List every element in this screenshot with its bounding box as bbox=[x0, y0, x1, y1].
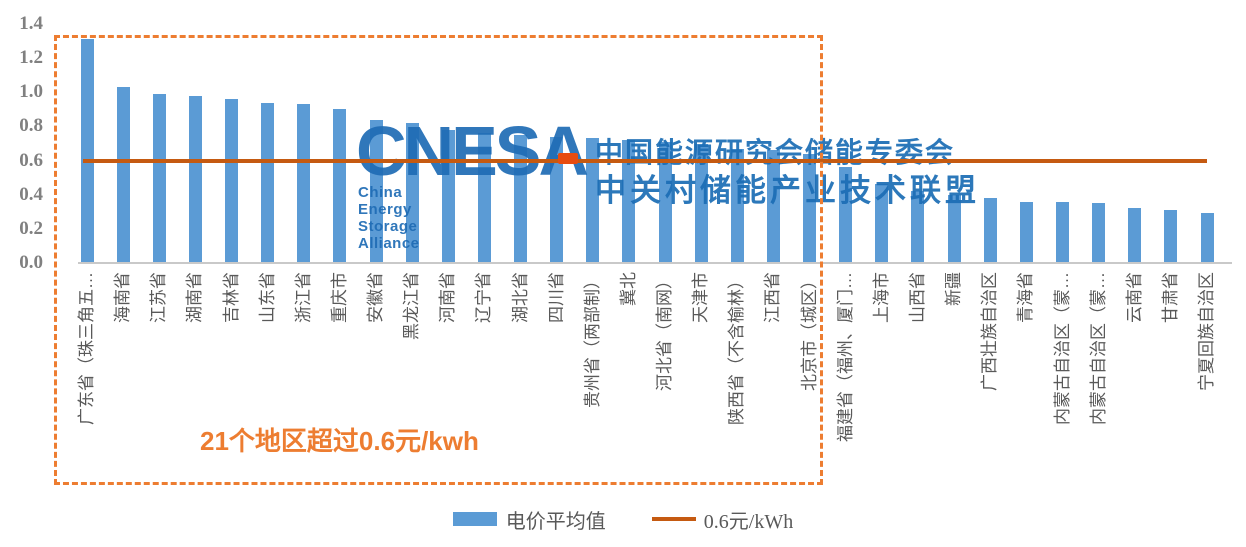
x-axis-label: 甘肃省 bbox=[1160, 272, 1180, 323]
bar bbox=[188, 95, 202, 263]
bar bbox=[477, 133, 491, 263]
threshold-line bbox=[83, 158, 1207, 163]
bar bbox=[116, 87, 130, 263]
bar bbox=[550, 136, 564, 263]
bar bbox=[80, 39, 94, 263]
logo-accent-mark bbox=[558, 153, 578, 164]
bar bbox=[766, 150, 780, 263]
bar bbox=[1092, 203, 1106, 263]
cnesa-logo-text: CNESA bbox=[356, 112, 589, 190]
x-axis-label: 广西壮族自治区 bbox=[980, 272, 1000, 391]
y-axis-tick-label: 0.4 bbox=[19, 183, 43, 205]
x-axis-label: 宁夏回族自治区 bbox=[1197, 272, 1217, 391]
bar bbox=[333, 109, 347, 263]
bar bbox=[405, 123, 419, 263]
bar bbox=[694, 143, 708, 263]
bar bbox=[1056, 201, 1069, 263]
y-axis-tick-label: 1.4 bbox=[19, 13, 43, 35]
bar bbox=[586, 138, 600, 263]
x-axis-label: 内蒙古自治区（蒙… bbox=[1052, 272, 1072, 425]
bar bbox=[1164, 210, 1178, 263]
legend-bar-label: 电价平均值 bbox=[505, 510, 606, 533]
bar bbox=[297, 104, 311, 263]
highlight-box bbox=[54, 35, 823, 485]
y-axis-tick-label: 0.8 bbox=[19, 115, 43, 137]
bar bbox=[152, 94, 166, 263]
bar bbox=[730, 148, 744, 263]
x-axis-label: 内蒙古自治区（蒙… bbox=[1088, 272, 1108, 425]
x-axis-label: 云南省 bbox=[1124, 272, 1144, 323]
watermark-line2: 中关村储能产业技术联盟 bbox=[595, 173, 980, 208]
bar bbox=[622, 140, 636, 263]
y-axis-tick-label: 1.2 bbox=[19, 47, 43, 69]
bar bbox=[514, 134, 528, 263]
x-axis-label: 福建省（福州、厦门… bbox=[835, 272, 855, 442]
bar bbox=[658, 141, 672, 263]
y-axis-tick-label: 1.0 bbox=[19, 81, 43, 103]
x-axis-label: 上海市 bbox=[871, 272, 891, 323]
bar bbox=[911, 191, 925, 263]
x-axis-line bbox=[78, 262, 1232, 264]
bar bbox=[1019, 201, 1033, 263]
legend-bar-swatch bbox=[452, 512, 497, 526]
cnesa-logo-subtext: China Energy Storage Alliance bbox=[358, 184, 420, 252]
annotation-text: 21个地区超过0.6元/kwh bbox=[200, 426, 479, 456]
legend-line-swatch bbox=[651, 517, 696, 521]
x-axis-label: 青海省 bbox=[1016, 272, 1036, 323]
y-axis-tick-label: 0.0 bbox=[19, 252, 43, 273]
watermark-line1: 中国能源研究会储能专委会 bbox=[595, 137, 956, 168]
y-axis-tick-label: 0.2 bbox=[19, 217, 43, 239]
bar bbox=[225, 99, 239, 263]
bar bbox=[839, 167, 853, 263]
legend: 电价平均值 0.6元/kWh bbox=[0, 504, 1246, 534]
y-axis-tick-label: 0.6 bbox=[19, 149, 43, 171]
legend-line-label: 0.6元/kWh bbox=[703, 510, 794, 533]
bar bbox=[1128, 208, 1142, 263]
x-axis-label: 新疆 bbox=[944, 272, 964, 306]
bar bbox=[441, 129, 455, 263]
bar bbox=[1200, 213, 1214, 263]
bar bbox=[983, 198, 997, 263]
bar bbox=[803, 153, 817, 263]
bar bbox=[875, 184, 889, 263]
bar bbox=[947, 194, 961, 263]
bar bbox=[261, 102, 275, 263]
x-axis-label: 山西省 bbox=[908, 272, 927, 323]
bar bbox=[369, 119, 383, 263]
